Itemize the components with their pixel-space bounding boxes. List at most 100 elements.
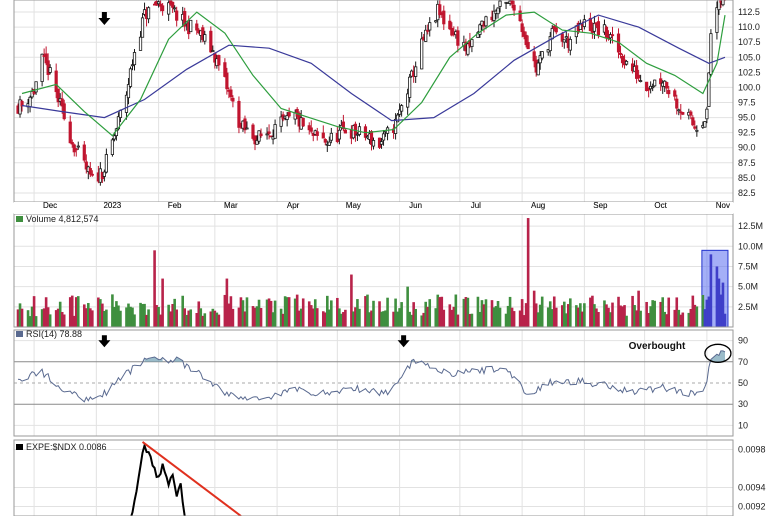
volume-bar: [301, 298, 305, 327]
ratio-tick-label: 0.0092: [738, 502, 766, 512]
volume-bar: [679, 314, 683, 327]
candle-body: [536, 62, 540, 76]
volume-bar: [101, 303, 104, 327]
volume-bar: [448, 304, 452, 327]
volume-bar: [484, 299, 488, 327]
candle-body: [183, 11, 187, 27]
header-swatch: [16, 216, 23, 222]
candle-body: [639, 80, 643, 82]
volume-bar: [470, 313, 474, 327]
volume-bar: [414, 308, 417, 327]
volume-bar: [199, 308, 203, 327]
candle-body: [675, 98, 679, 109]
volume-bar: [645, 301, 648, 327]
candle-body: [126, 84, 131, 99]
volume-bar: [476, 296, 480, 327]
rsi-tick-label: 50: [738, 378, 748, 388]
grid-layer: [14, 0, 733, 516]
candle-body: [321, 132, 325, 139]
volume-bar: [512, 311, 516, 327]
candle-body: [104, 154, 108, 173]
volume-bar: [478, 311, 482, 327]
rsi-overbought-fill: [174, 357, 183, 362]
volume-bar: [129, 306, 132, 327]
candle-body: [456, 30, 460, 46]
volume-bar: [16, 309, 20, 327]
volume-bar: [494, 306, 498, 327]
candle-body: [112, 135, 117, 140]
month-tick-label: 2023: [103, 201, 121, 210]
volume-bar: [593, 304, 596, 327]
volume-bar: [591, 295, 594, 327]
volume-bar: [62, 314, 66, 327]
candle-body: [70, 141, 74, 145]
volume-bar: [567, 304, 570, 327]
candle-body: [88, 168, 92, 175]
volume-bar: [538, 304, 542, 327]
volume-bar: [297, 310, 301, 327]
volume-bar: [681, 312, 685, 327]
volume-bar: [323, 312, 327, 327]
volume-bar: [89, 308, 92, 327]
month-tick-label: Oct: [654, 201, 667, 210]
volume-bar: [575, 305, 578, 327]
volume-bar: [350, 274, 353, 327]
month-tick-label: Sep: [593, 201, 608, 210]
rsi-overbought-fill: [144, 357, 163, 362]
price-tick-label: 112.5: [738, 7, 760, 17]
volume-bar: [723, 313, 727, 327]
volume-bar: [267, 298, 271, 327]
volume-bar: [336, 297, 339, 327]
volume-bar: [91, 310, 94, 327]
candle-body: [492, 10, 496, 21]
candle-body: [130, 64, 135, 67]
candle-body: [82, 144, 86, 161]
volume-bar: [569, 298, 572, 327]
month-tick-label: Apr: [287, 201, 300, 210]
month-tick-label: Dec: [43, 201, 57, 210]
volume-bar: [508, 296, 512, 327]
volume-bar: [54, 310, 58, 327]
candle-body: [618, 52, 623, 55]
volume-bar: [536, 312, 540, 327]
volume-bar: [99, 299, 102, 327]
volume-bar: [203, 313, 207, 327]
month-tick-label: Feb: [168, 201, 182, 210]
candle-body: [721, 0, 725, 6]
volume-bar: [693, 304, 697, 327]
candle-body: [653, 79, 657, 87]
rsi-tick-label: 90: [738, 336, 748, 346]
candle-body: [524, 34, 528, 46]
candle-body: [442, 10, 446, 25]
month-tick-label: Aug: [531, 201, 545, 210]
candle-body: [408, 76, 412, 98]
volume-bar: [597, 311, 600, 327]
candle-body: [538, 55, 542, 64]
volume-bar: [159, 314, 162, 327]
volume-bar: [633, 305, 636, 327]
candle-body: [448, 20, 452, 30]
volume-bar: [366, 294, 369, 327]
candle-body: [209, 30, 213, 53]
candle-body: [287, 112, 291, 117]
volume-bar: [309, 305, 313, 327]
volume-bar: [313, 299, 317, 327]
candle-body: [522, 31, 526, 37]
header-swatch: [16, 331, 23, 337]
candle-body: [146, 7, 151, 20]
candle-body: [717, 0, 721, 11]
volume-bar: [589, 297, 592, 327]
volume-bar: [85, 308, 88, 327]
candle-body: [90, 173, 94, 176]
volume-bar: [426, 306, 430, 327]
candle-body: [74, 148, 78, 151]
candle-body: [568, 39, 572, 51]
volume-bar: [659, 301, 662, 327]
candle-body: [677, 109, 681, 112]
month-tick-label: Nov: [716, 201, 730, 210]
month-tick-label: Nov: [716, 201, 730, 210]
price-tick-label: 82.5: [738, 188, 756, 198]
volume-bar: [358, 308, 361, 327]
frame-layer: [13, 0, 734, 517]
header-swatch: [16, 444, 23, 450]
